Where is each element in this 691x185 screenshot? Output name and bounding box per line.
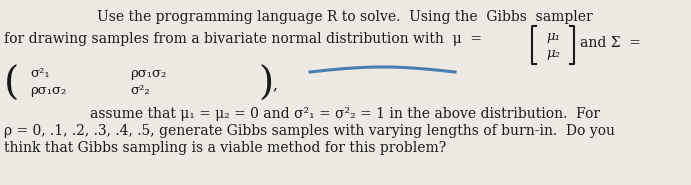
Text: σ²₂: σ²₂ bbox=[130, 84, 150, 97]
Text: and Σ  =: and Σ = bbox=[580, 36, 641, 50]
Text: ): ) bbox=[258, 66, 273, 103]
Text: ,: , bbox=[272, 78, 277, 92]
Text: think that Gibbs sampling is a viable method for this problem?: think that Gibbs sampling is a viable me… bbox=[4, 141, 446, 155]
Text: σ²₁: σ²₁ bbox=[30, 67, 50, 80]
Text: ρσ₁σ₂: ρσ₁σ₂ bbox=[30, 84, 66, 97]
Text: assume that μ₁ = μ₂ = 0 and σ²₁ = σ²₂ = 1 in the above distribution.  For: assume that μ₁ = μ₂ = 0 and σ²₁ = σ²₂ = … bbox=[90, 107, 600, 121]
Text: ρ = 0, .1, .2, .3, .4, .5, generate Gibbs samples with varying lengths of burn-i: ρ = 0, .1, .2, .3, .4, .5, generate Gibb… bbox=[4, 124, 615, 138]
Text: Use the programming language R to solve.  Using the  Gibbs  sampler: Use the programming language R to solve.… bbox=[97, 10, 593, 24]
Text: ρσ₁σ₂: ρσ₁σ₂ bbox=[130, 67, 167, 80]
Text: μ₁: μ₁ bbox=[546, 30, 560, 43]
Text: (: ( bbox=[4, 66, 19, 103]
Text: for drawing samples from a bivariate normal distribution with  μ  =: for drawing samples from a bivariate nor… bbox=[4, 32, 482, 46]
Text: μ₂: μ₂ bbox=[546, 47, 560, 60]
